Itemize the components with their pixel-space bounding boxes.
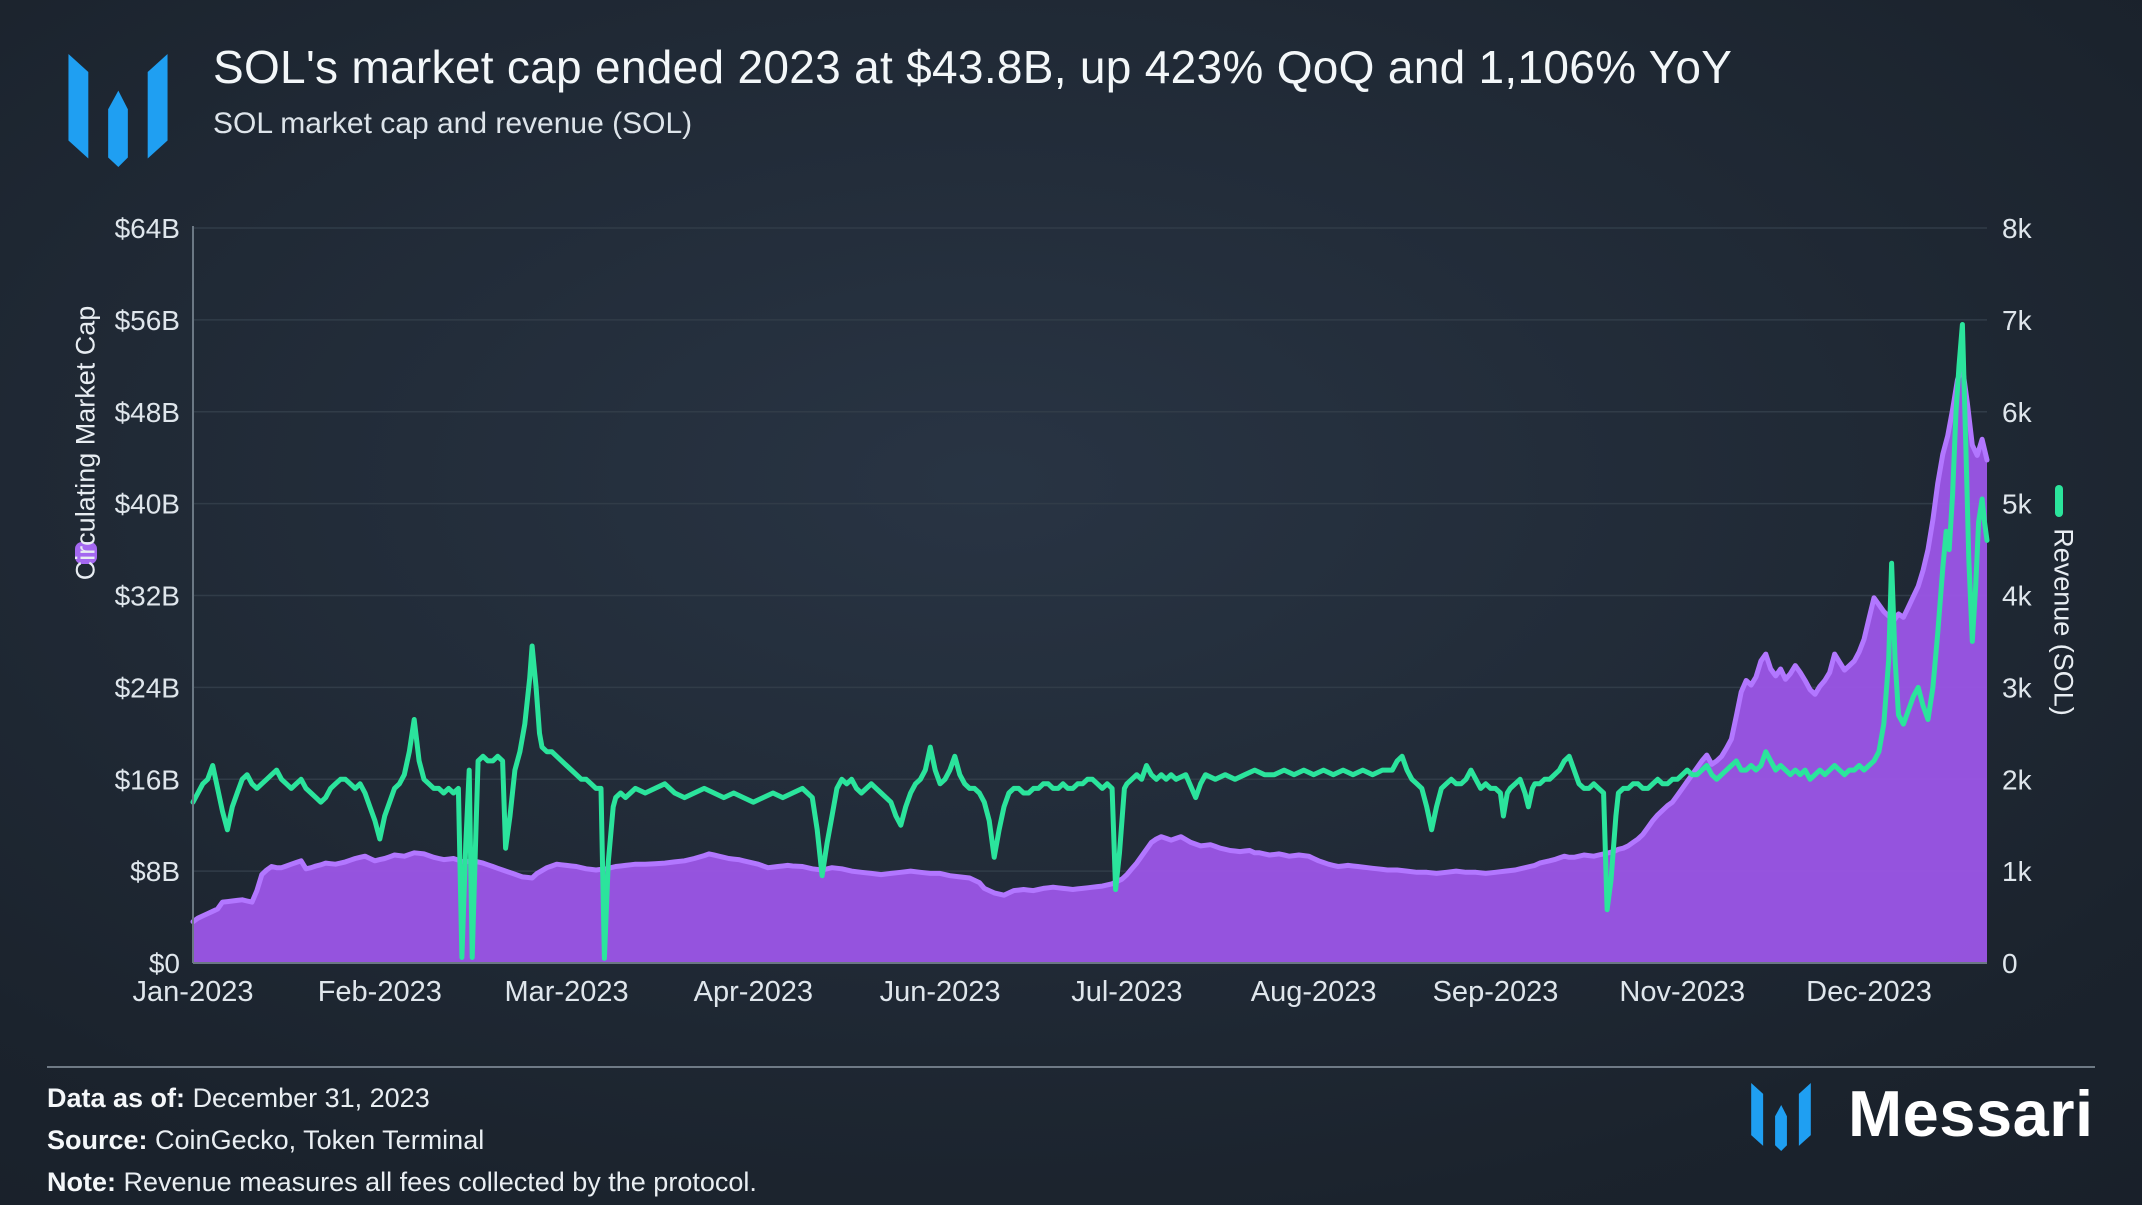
x-tick-label: Aug-2023 [1251, 976, 1377, 1008]
source-row: Source: CoinGecko, Token Terminal [47, 1125, 484, 1156]
page-title: SOL's market cap ended 2023 at $43.8B, u… [213, 41, 1733, 93]
x-tick-label: Nov-2023 [1619, 976, 1745, 1008]
x-tick-label: Apr-2023 [694, 976, 813, 1008]
note-value: Revenue measures all fees collected by t… [123, 1167, 757, 1197]
x-tick-label: Jan-2023 [133, 976, 254, 1008]
x-tick-label: Mar-2023 [504, 976, 628, 1008]
y-tick-label-right: 2k [2002, 764, 2033, 795]
data-as-of-row: Data as of: December 31, 2023 [47, 1083, 430, 1114]
note-label: Note: [47, 1167, 116, 1197]
footer-divider [47, 1066, 2095, 1068]
y-tick-label-left: $8B [130, 856, 180, 887]
data-as-of-label: Data as of: [47, 1083, 186, 1113]
market-cap-legend-swatch [75, 542, 97, 564]
data-as-of-value: December 31, 2023 [192, 1083, 430, 1113]
messari-footer-logomark [1751, 1083, 1811, 1151]
revenue-line [190, 322, 1990, 961]
logomark-right-bar [147, 54, 168, 159]
y-tick-label-right: 7k [2002, 305, 2033, 336]
y-tick-label-right: 8k [2002, 213, 2033, 244]
x-tick-label: Sep-2023 [1433, 976, 1559, 1008]
y-tick-label-left: $0 [149, 948, 180, 979]
x-tick-label: Jul-2023 [1071, 976, 1182, 1008]
right-axis-title: Revenue (SOL) [2048, 528, 2079, 716]
source-value: CoinGecko, Token Terminal [155, 1125, 485, 1155]
messari-logomark [68, 54, 168, 167]
y-tick-label-right: 5k [2002, 489, 2033, 520]
x-tick-label: Feb-2023 [318, 976, 442, 1008]
y-tick-label-left: $32B [115, 581, 180, 612]
source-label: Source: [47, 1125, 148, 1155]
market-cap-area [193, 367, 1987, 963]
x-tick-label: Jun-2023 [880, 976, 1001, 1008]
y-tick-label-left: $56B [115, 305, 180, 336]
y-tick-label-right: 1k [2002, 856, 2033, 887]
messari-wordmark: Messari [1848, 1077, 2094, 1150]
y-tick-label-right: 3k [2002, 672, 2033, 703]
y-tick-label-right: 4k [2002, 581, 2033, 612]
messari-brand: Messari [1750, 1077, 2098, 1158]
y-tick-label-left: $40B [115, 489, 180, 520]
logomark-left-bar [68, 54, 89, 159]
logomark-left-bar [1751, 1083, 1764, 1146]
revenue-legend-swatch [2055, 485, 2063, 517]
note-row: Note: Revenue measures all fees collecte… [47, 1167, 757, 1198]
series-layer [190, 322, 1990, 963]
x-tick-label: Dec-2023 [1806, 976, 1932, 1008]
page-subtitle: SOL market cap and revenue (SOL) [213, 107, 693, 140]
header: SOL's market cap ended 2023 at $43.8B, u… [213, 40, 1732, 141]
axes-layer [192, 226, 1987, 964]
y-tick-label-right: 6k [2002, 397, 2033, 428]
logomark-middle-bar [108, 90, 128, 167]
y-tick-label-left: $64B [115, 213, 180, 244]
y-tick-label-right: 0 [2002, 948, 2018, 979]
y-tick-label-left: $48B [115, 397, 180, 428]
left-axis-title: Circulating Market Cap [70, 305, 101, 581]
y-tick-label-left: $16B [115, 764, 180, 795]
y-tick-label-left: $24B [115, 672, 180, 703]
logomark-right-bar [1798, 1083, 1811, 1146]
tick-labels-layer: $0 0 $8B 1k $16B 2k $24B 3k $32B 4k $40B 5k $48B 6k $5… [115, 213, 2033, 1008]
logomark-middle-bar [1775, 1105, 1787, 1151]
